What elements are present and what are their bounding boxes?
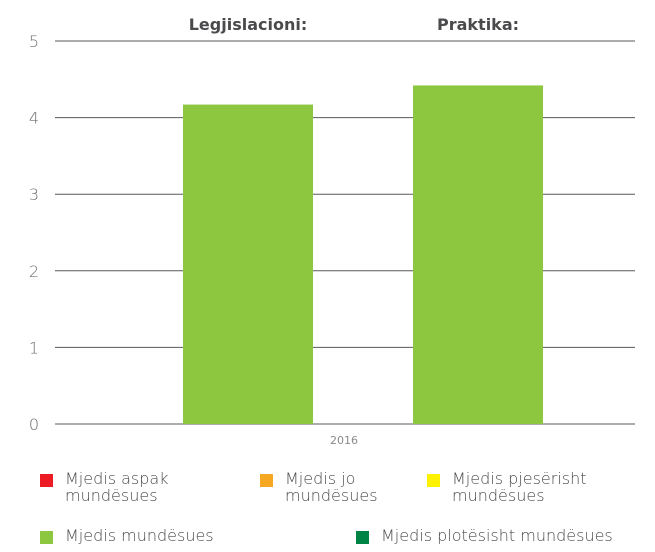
y-tick-label: 3 xyxy=(29,185,39,204)
y-tick-label: 1 xyxy=(29,338,39,357)
category-label: Praktika: xyxy=(437,15,519,34)
bar xyxy=(183,104,313,424)
bars xyxy=(183,85,543,424)
category-label: Legjislacioni: xyxy=(189,15,308,34)
bar xyxy=(413,85,543,424)
gridlines xyxy=(55,40,635,425)
y-tick-label: 0 xyxy=(29,415,39,434)
category-labels: Legjislacioni: Praktika: xyxy=(189,15,519,34)
y-axis-ticks: 0 1 2 3 4 5 xyxy=(29,32,39,434)
y-tick-label: 2 xyxy=(29,262,39,281)
y-tick-label: 4 xyxy=(29,109,39,128)
x-axis-label: 2016 xyxy=(330,434,358,447)
y-tick-label: 5 xyxy=(29,32,39,51)
